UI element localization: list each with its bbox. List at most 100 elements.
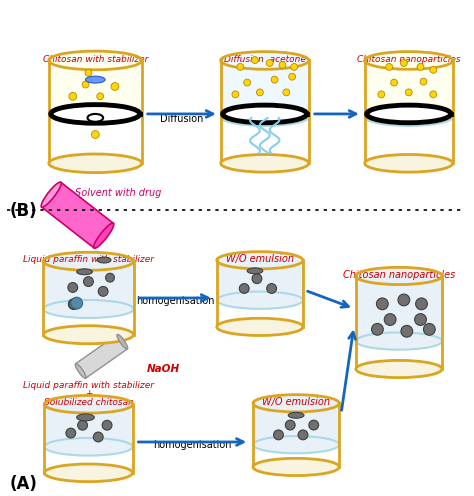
Circle shape: [83, 277, 93, 287]
Circle shape: [252, 57, 258, 63]
Ellipse shape: [77, 414, 94, 421]
Circle shape: [68, 299, 79, 310]
Ellipse shape: [85, 76, 105, 83]
Circle shape: [106, 273, 114, 282]
Polygon shape: [44, 261, 134, 335]
Ellipse shape: [253, 395, 339, 412]
Circle shape: [376, 298, 388, 310]
Ellipse shape: [45, 438, 133, 456]
Circle shape: [391, 79, 398, 86]
Text: W/O emulsion: W/O emulsion: [262, 397, 330, 407]
Ellipse shape: [217, 251, 303, 269]
Polygon shape: [44, 261, 134, 309]
Circle shape: [401, 60, 407, 66]
Text: Solubilized chitosan: Solubilized chitosan: [44, 398, 133, 407]
Circle shape: [98, 287, 108, 296]
Circle shape: [372, 323, 383, 335]
Circle shape: [85, 69, 92, 76]
Circle shape: [271, 76, 278, 83]
Ellipse shape: [221, 108, 309, 126]
Text: Liquid paraffin with stabilizer: Liquid paraffin with stabilizer: [23, 255, 154, 264]
Circle shape: [291, 63, 298, 70]
Circle shape: [279, 62, 286, 68]
Text: NaOH: NaOH: [147, 364, 180, 374]
Circle shape: [266, 60, 273, 66]
Ellipse shape: [44, 252, 134, 270]
Polygon shape: [221, 61, 309, 117]
Ellipse shape: [217, 318, 303, 335]
Text: Chitosan nanoparticles: Chitosan nanoparticles: [357, 55, 461, 63]
Text: Chitosan with stabilizer: Chitosan with stabilizer: [43, 55, 148, 63]
Ellipse shape: [41, 182, 61, 207]
Circle shape: [416, 298, 428, 310]
Ellipse shape: [365, 108, 453, 126]
Circle shape: [267, 284, 276, 293]
Ellipse shape: [77, 269, 92, 275]
Circle shape: [283, 89, 290, 96]
Circle shape: [66, 428, 76, 438]
Circle shape: [78, 420, 88, 430]
Ellipse shape: [247, 268, 263, 274]
Ellipse shape: [51, 105, 140, 123]
Polygon shape: [49, 61, 142, 114]
Text: Solvent with drug: Solvent with drug: [74, 187, 161, 197]
Circle shape: [71, 297, 82, 309]
Text: +: +: [85, 388, 92, 398]
Circle shape: [244, 79, 251, 86]
Ellipse shape: [253, 458, 339, 476]
Circle shape: [417, 63, 424, 70]
Circle shape: [386, 63, 392, 70]
Circle shape: [111, 82, 119, 90]
Circle shape: [69, 299, 79, 309]
Ellipse shape: [49, 51, 142, 70]
Ellipse shape: [117, 334, 128, 349]
Circle shape: [82, 81, 89, 88]
Text: Liquid paraffin with stabilizer: Liquid paraffin with stabilizer: [23, 381, 154, 390]
Text: homogenisation: homogenisation: [153, 440, 231, 450]
Text: Chitosan nanoparticles: Chitosan nanoparticles: [343, 270, 455, 280]
Circle shape: [232, 91, 239, 98]
Polygon shape: [45, 404, 133, 447]
Ellipse shape: [365, 154, 453, 172]
Text: Diffusion  acetone: Diffusion acetone: [224, 55, 306, 63]
Circle shape: [273, 430, 283, 440]
Ellipse shape: [45, 464, 133, 482]
Polygon shape: [253, 403, 339, 467]
Ellipse shape: [94, 223, 114, 248]
Ellipse shape: [44, 300, 134, 318]
Ellipse shape: [356, 332, 442, 350]
Circle shape: [420, 78, 427, 85]
Ellipse shape: [44, 326, 134, 344]
Polygon shape: [253, 403, 339, 445]
Polygon shape: [365, 61, 453, 117]
Circle shape: [298, 430, 308, 440]
Polygon shape: [75, 334, 128, 378]
Polygon shape: [356, 276, 442, 341]
Text: (B): (B): [10, 202, 38, 221]
Polygon shape: [45, 404, 133, 473]
Ellipse shape: [366, 105, 451, 123]
Circle shape: [69, 92, 77, 100]
Ellipse shape: [288, 412, 304, 418]
Circle shape: [97, 93, 104, 100]
Circle shape: [430, 66, 437, 73]
Polygon shape: [217, 260, 303, 300]
Text: (A): (A): [10, 475, 38, 493]
Ellipse shape: [365, 52, 453, 69]
Polygon shape: [217, 260, 303, 327]
Circle shape: [415, 313, 427, 325]
Polygon shape: [365, 61, 453, 163]
Ellipse shape: [97, 257, 111, 263]
Text: W/O emulsion: W/O emulsion: [226, 254, 294, 264]
Circle shape: [309, 420, 319, 430]
Circle shape: [285, 420, 295, 430]
Circle shape: [384, 313, 396, 325]
Circle shape: [423, 323, 435, 335]
Circle shape: [401, 325, 413, 337]
Circle shape: [398, 294, 410, 306]
Circle shape: [252, 274, 262, 284]
Ellipse shape: [88, 114, 103, 122]
Ellipse shape: [253, 436, 339, 453]
Polygon shape: [221, 61, 309, 163]
Circle shape: [405, 89, 412, 96]
